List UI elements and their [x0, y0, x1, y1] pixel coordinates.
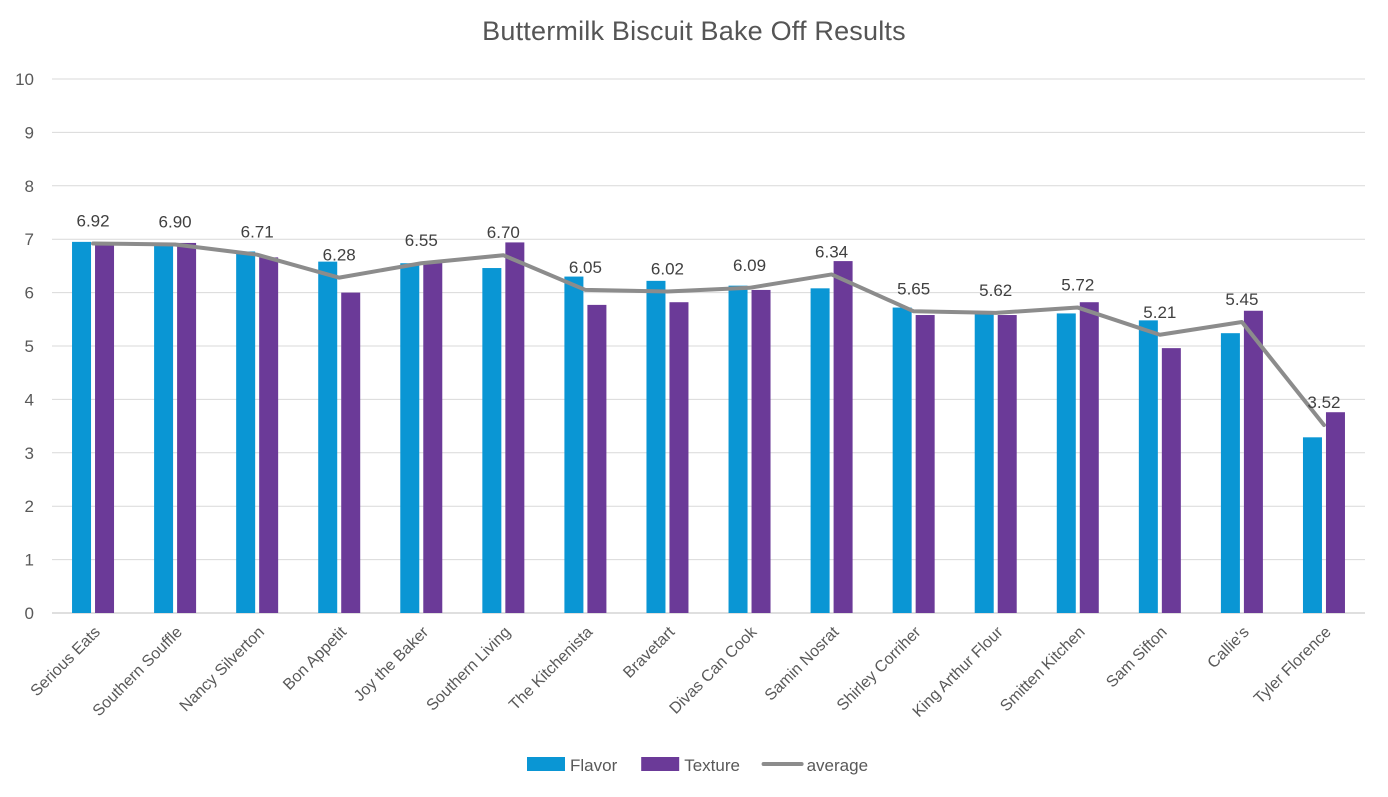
- x-tick-label: Southern Souffle: [90, 624, 186, 720]
- bar-flavor: [72, 241, 92, 613]
- data-label: 6.90: [159, 213, 192, 232]
- x-tick-label: Samin Nosrat: [762, 623, 843, 704]
- bar-texture: [1161, 348, 1181, 613]
- bar-flavor: [974, 311, 994, 613]
- bar-flavor: [154, 245, 174, 613]
- x-tick-label: Callie's: [1205, 624, 1253, 672]
- data-label: 6.09: [733, 256, 766, 275]
- data-label: 6.28: [323, 246, 356, 265]
- legend-swatch-texture: [641, 757, 680, 771]
- x-tick-label: The Kitchenista: [506, 624, 596, 714]
- bar-texture: [915, 315, 935, 613]
- bar-texture: [1325, 412, 1345, 613]
- bar-texture: [833, 261, 853, 613]
- y-tick-label: 8: [25, 177, 34, 196]
- y-tick-label: 4: [25, 390, 34, 409]
- bar-texture: [1243, 310, 1263, 613]
- bar-texture: [259, 257, 279, 613]
- y-tick-label: 5: [25, 337, 34, 356]
- x-tick-label: Sam Sifton: [1103, 624, 1170, 691]
- bar-flavor: [1220, 333, 1240, 613]
- x-tick-label: Smitten Kitchen: [997, 624, 1088, 715]
- legend-label-average: average: [807, 756, 868, 775]
- bar-flavor: [564, 276, 584, 613]
- bar-texture: [177, 242, 197, 614]
- data-label: 5.65: [897, 279, 930, 298]
- legend-swatch-flavor: [527, 757, 565, 771]
- bar-flavor: [1056, 313, 1076, 613]
- data-label: 6.92: [76, 211, 109, 230]
- bar-texture: [95, 244, 115, 614]
- data-label: 6.34: [815, 242, 848, 261]
- bar-flavor: [1302, 437, 1322, 613]
- bar-texture: [669, 302, 689, 613]
- bar-flavor: [1138, 320, 1158, 613]
- bar-flavor: [646, 280, 666, 613]
- data-label: 5.62: [979, 281, 1012, 300]
- bar-texture: [505, 242, 525, 614]
- y-tick-label: 10: [15, 70, 34, 89]
- x-tick-label: Divas Can Cook: [667, 623, 761, 717]
- bar-flavor: [892, 307, 912, 613]
- bar-texture: [751, 289, 771, 613]
- legend-label-flavor: Flavor: [570, 756, 618, 775]
- y-tick-label: 9: [25, 123, 34, 142]
- bar-flavor: [810, 288, 830, 613]
- x-tick-label: King Arthur Flour: [910, 623, 1007, 720]
- data-label: 6.70: [487, 223, 520, 242]
- data-label: 5.45: [1225, 290, 1258, 309]
- y-tick-label: 1: [25, 551, 34, 570]
- y-tick-label: 3: [25, 444, 34, 463]
- y-tick-label: 0: [25, 604, 34, 623]
- y-tick-label: 7: [25, 230, 34, 249]
- y-tick-label: 6: [25, 284, 34, 303]
- data-label: 6.55: [405, 231, 438, 250]
- bar-texture: [1079, 302, 1099, 613]
- series-line-average: [91, 241, 1326, 428]
- chart-title: Buttermilk Biscuit Bake Off Results: [482, 16, 906, 46]
- data-label: 3.52: [1307, 393, 1340, 412]
- bar-texture: [587, 304, 607, 613]
- bar-flavor: [236, 251, 256, 613]
- data-label: 5.21: [1143, 303, 1176, 322]
- x-tick-label: Nancy Silverton: [177, 624, 268, 715]
- data-label: 5.72: [1061, 276, 1094, 295]
- x-tick-label: Joy the Baker: [351, 623, 433, 705]
- data-label: 6.05: [569, 258, 602, 277]
- bar-texture: [341, 292, 361, 613]
- x-tick-label: Southern Living: [424, 624, 515, 715]
- x-tick-label: Bravetart: [620, 623, 678, 681]
- bar-flavor: [482, 268, 502, 613]
- bar-flavor: [400, 263, 420, 613]
- x-tick-label: Serious Eats: [28, 624, 104, 700]
- data-label: 6.71: [241, 223, 274, 242]
- x-tick-label: Bon Appetit: [280, 623, 350, 693]
- legend-label-texture: Texture: [684, 756, 740, 775]
- x-tick-label: Tyler Florence: [1251, 624, 1335, 708]
- y-tick-label: 2: [25, 497, 34, 516]
- x-tick-label: Shirley Corriher: [834, 623, 925, 714]
- bar-flavor: [728, 285, 748, 613]
- bar-flavor: [318, 261, 338, 613]
- bar-texture: [997, 315, 1017, 613]
- data-label: 6.02: [651, 260, 684, 279]
- bar-texture: [423, 262, 443, 613]
